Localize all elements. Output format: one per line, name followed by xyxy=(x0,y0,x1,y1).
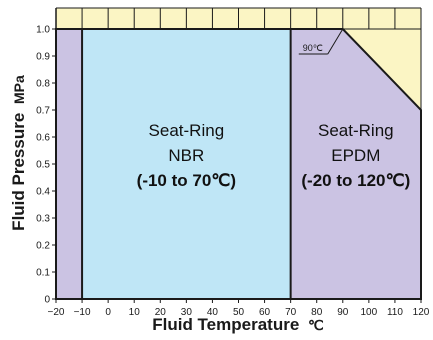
y-axis-title: Fluid Pressure MPa xyxy=(9,75,28,231)
epdm-label-line: (-20 to 120℃) xyxy=(301,171,410,190)
x-tick-label: 80 xyxy=(311,307,323,318)
y-tick-label: 0.6 xyxy=(36,133,50,144)
x-tick-label: 30 xyxy=(181,307,193,318)
x-tick-label: 60 xyxy=(259,307,271,318)
x-tick-label: 70 xyxy=(285,307,297,318)
y-tick-label: 0.9 xyxy=(36,52,50,63)
y-axis-label: Fluid Pressure xyxy=(9,113,28,231)
y-tick-label: 0.5 xyxy=(36,160,50,171)
annotation-90c: 90℃ xyxy=(303,43,323,53)
region-labels: Seat-Ring NBR (-10 to 70℃) Seat-Ring EPDM (-2… xyxy=(137,28,410,190)
annotation-leader xyxy=(327,28,344,55)
x-tick-label: 100 xyxy=(361,307,378,318)
x-axis-title: Fluid Temperature ℃ xyxy=(152,315,324,334)
x-tick-label: 120 xyxy=(413,307,430,318)
epdm-label-line: Seat-Ring xyxy=(318,121,394,140)
y-tick-label: 0.7 xyxy=(36,106,50,117)
y-tick-label: 0.4 xyxy=(36,187,50,198)
x-axis-unit: ℃ xyxy=(308,317,324,333)
x-tick-label: 20 xyxy=(155,307,167,318)
y-axis-unit: MPa xyxy=(11,75,27,104)
epdm-label-line: EPDM xyxy=(331,146,380,165)
x-tick-label: 50 xyxy=(233,307,245,318)
y-tick-label: 0.2 xyxy=(36,241,50,252)
y-tick-label: 0.3 xyxy=(36,214,50,225)
nbr-label-line: Seat-Ring xyxy=(149,121,225,140)
x-tick-label: −20 xyxy=(48,307,65,318)
x-tick-label: 10 xyxy=(129,307,141,318)
x-axis-label: Fluid Temperature xyxy=(152,315,299,334)
nbr-label-line: (-10 to 70℃) xyxy=(137,171,236,190)
nbr-label-line: NBR xyxy=(168,146,204,165)
y-tick-label: 0 xyxy=(44,295,50,306)
axes: 0 0.1 0.2 0.3 0.4 0.5 0.6 0.7 0.8 0.9 1.0 −20 −10 0 10… xyxy=(36,8,430,318)
y-tick-label: 0.1 xyxy=(36,268,50,279)
y-tick-label: 0.8 xyxy=(36,79,50,90)
grid xyxy=(55,7,422,299)
y-tick-label: 1.0 xyxy=(36,25,50,36)
x-tick-label: 110 xyxy=(387,307,403,318)
x-tick-label: −10 xyxy=(74,307,91,318)
x-tick-label: 90 xyxy=(337,307,349,318)
x-tick-label: 40 xyxy=(207,307,219,318)
x-tick-label: 0 xyxy=(105,307,111,318)
